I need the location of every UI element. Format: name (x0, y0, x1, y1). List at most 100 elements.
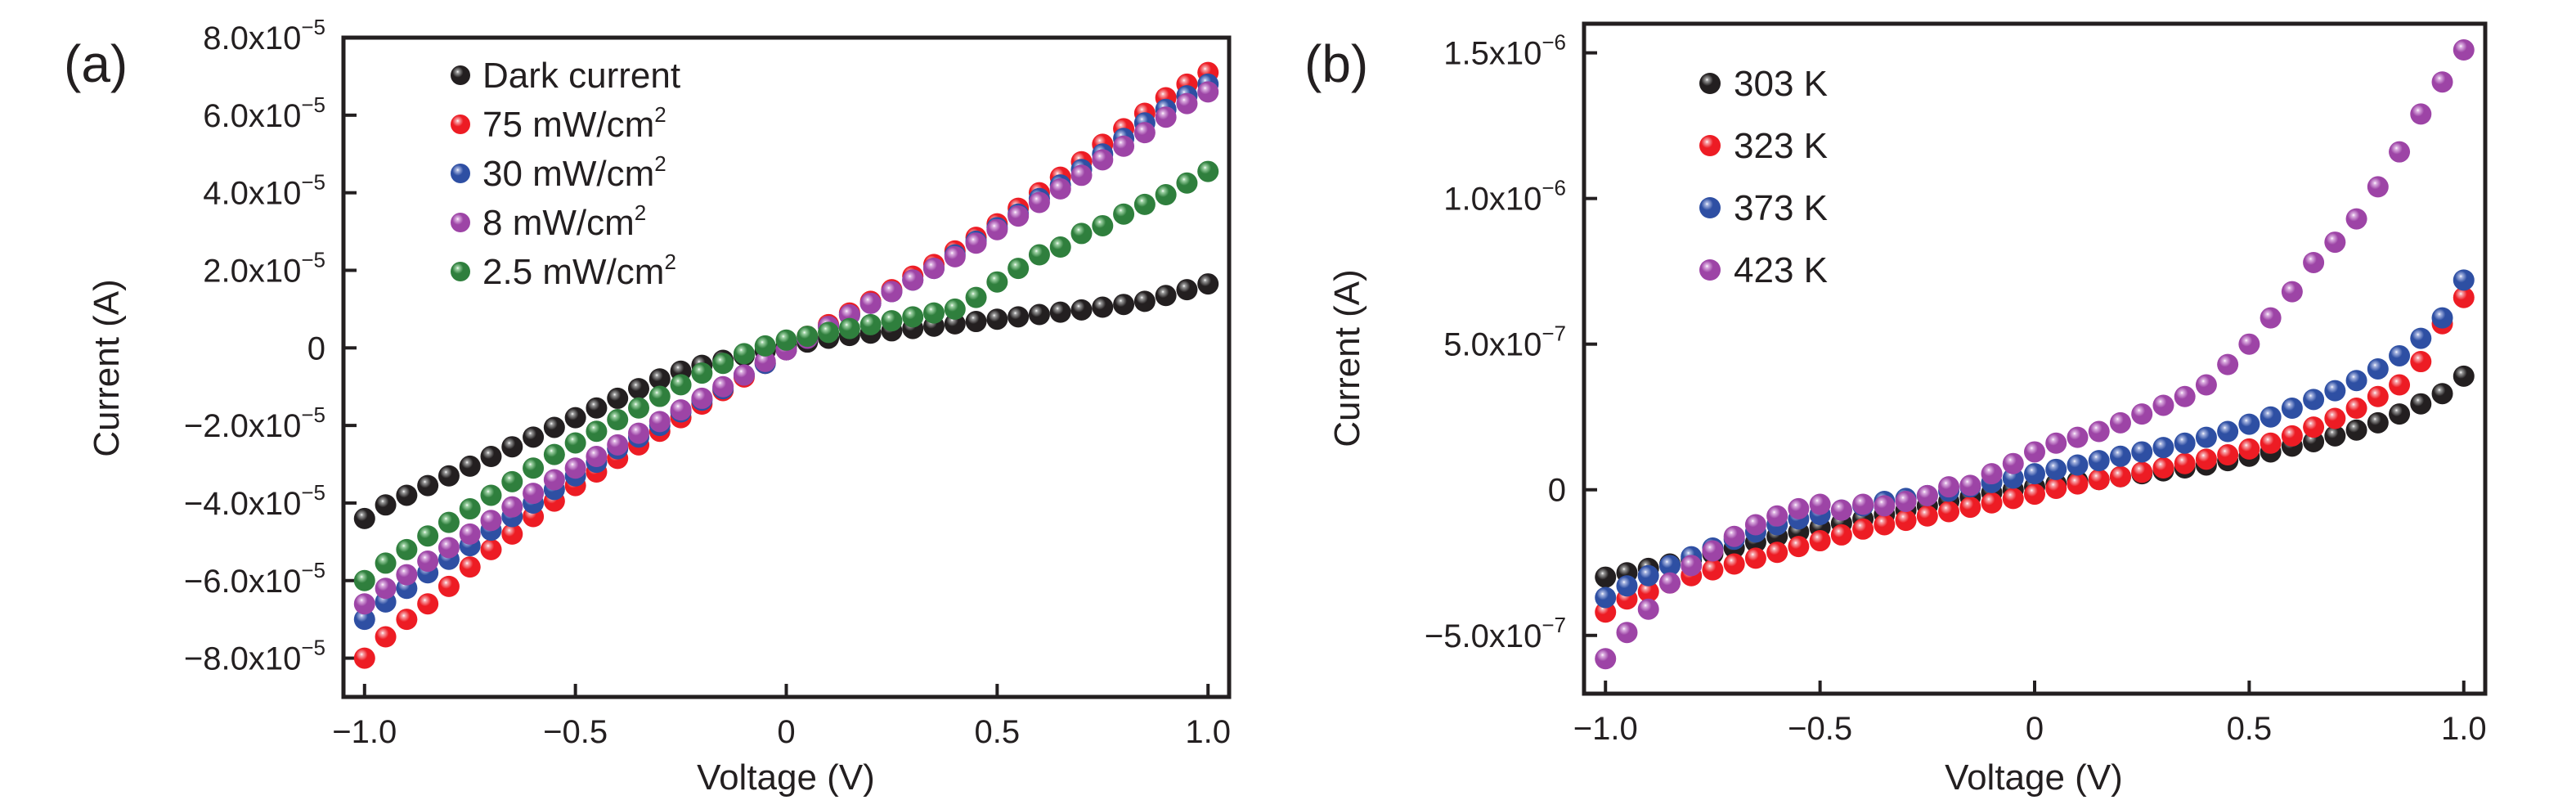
legend-label: 30 mW/cm2 (482, 151, 666, 194)
data-point (543, 469, 565, 491)
data-point (923, 302, 945, 324)
data-point (2131, 441, 2153, 463)
x-tick-label: 0.5 (975, 714, 1021, 750)
legend-item: 2.5 mW/cm2 (451, 249, 676, 292)
data-point (838, 317, 860, 339)
data-point (417, 551, 439, 573)
data-point (2281, 398, 2303, 420)
y-tick-mantissa: 0 (307, 330, 325, 366)
data-point (965, 286, 987, 308)
data-point (2389, 374, 2411, 396)
data-point (628, 397, 649, 419)
data-point (2217, 444, 2239, 466)
data-point (733, 343, 755, 365)
data-point (797, 326, 819, 348)
data-point (1155, 285, 1177, 307)
data-point (1981, 463, 2003, 485)
legend-label-superscript: 2 (654, 151, 666, 176)
data-point (459, 455, 481, 477)
y-tick-label: 8.0x10−5 (203, 15, 325, 56)
data-point (1616, 575, 1638, 597)
data-point (2088, 450, 2110, 472)
legend-label: 323 K (1734, 126, 1828, 166)
data-point (1723, 553, 1745, 575)
data-point (1595, 601, 1617, 623)
data-point (523, 457, 545, 479)
data-point (1595, 648, 1617, 670)
x-axis-a: −1.0 −0.5 0 0.5 1.0 (332, 684, 1231, 750)
y-tick-label: 2.0x10−5 (203, 247, 325, 289)
legend-label: 2.5 mW/cm2 (482, 249, 676, 292)
data-point (2431, 383, 2453, 405)
data-point (1637, 581, 1659, 603)
y-tick-label: −4.0x10−5 (184, 480, 325, 522)
data-point (2260, 307, 2282, 329)
legend-label-text: 8 mW/cm (482, 203, 635, 243)
y-tick-exponent: −5 (301, 92, 325, 117)
data-point (2174, 432, 2196, 454)
data-point (1008, 306, 1030, 328)
data-point (881, 310, 903, 332)
data-point (2389, 344, 2411, 366)
series-2-5-mw-cm2 (353, 160, 1219, 591)
y-tick-label: 6.0x10−5 (203, 92, 325, 134)
data-point (438, 511, 460, 533)
data-point (586, 446, 608, 468)
data-point (2045, 432, 2067, 454)
data-point (1959, 497, 1981, 519)
y-tick-mantissa: −5.0x10 (1425, 618, 1542, 654)
data-point (459, 556, 481, 578)
data-point (2195, 426, 2217, 448)
legend-label-text: Dark current (482, 56, 680, 96)
plot-area-b (1595, 39, 2475, 670)
data-point (1028, 191, 1050, 213)
data-point (1702, 559, 1724, 581)
legend-label: Dark current (482, 56, 680, 96)
data-point (1723, 525, 1745, 547)
data-point (1616, 622, 1638, 644)
data-point (523, 483, 545, 505)
data-point (480, 484, 502, 506)
legend-label-superscript: 2 (635, 200, 646, 225)
data-point (944, 312, 966, 335)
legend-item: 373 K (1699, 188, 1828, 228)
data-point (2345, 208, 2367, 230)
y-tick-mantissa: 0 (1548, 473, 1566, 509)
data-point (480, 446, 502, 468)
y-tick-label: −8.0x10−5 (184, 636, 325, 677)
legend-b: 303 K 323 K 373 K 423 K (1699, 64, 1828, 290)
legend-item: Dark current (451, 56, 680, 96)
y-tick-exponent: −5 (301, 402, 325, 427)
legend-marker (1699, 259, 1721, 281)
data-point (2045, 458, 2067, 480)
data-point (2453, 286, 2475, 308)
data-point (2324, 407, 2346, 429)
data-point (607, 434, 629, 456)
legend-marker (451, 213, 470, 232)
data-point (1681, 555, 1703, 577)
data-point (1113, 135, 1135, 157)
legend-item: 423 K (1699, 250, 1828, 290)
data-point (480, 510, 502, 532)
data-point (733, 364, 755, 386)
data-point (2067, 473, 2089, 495)
data-point (2024, 441, 2045, 463)
data-point (353, 569, 375, 591)
data-point (1809, 493, 1831, 515)
data-point (986, 271, 1008, 293)
legend-label-text: 423 K (1734, 250, 1828, 290)
y-tick-label: 0 (307, 330, 325, 366)
data-point (543, 416, 565, 438)
legend-label-text: 323 K (1734, 126, 1828, 166)
panel-a: (a) 8.0x10−56.0x10−54.0x10−52.0x10−50−2.… (64, 15, 1232, 798)
data-point (459, 498, 481, 520)
data-point (754, 350, 776, 372)
data-point (501, 523, 523, 545)
legend-item: 8 mW/cm2 (451, 200, 646, 243)
data-point (648, 385, 671, 407)
data-point (1155, 106, 1177, 128)
x-tick-label: 1.0 (1185, 714, 1231, 750)
y-axis-a: 8.0x10−56.0x10−54.0x10−52.0x10−50−2.0x10… (184, 15, 357, 677)
y-tick-label: 4.0x10−5 (203, 170, 325, 212)
